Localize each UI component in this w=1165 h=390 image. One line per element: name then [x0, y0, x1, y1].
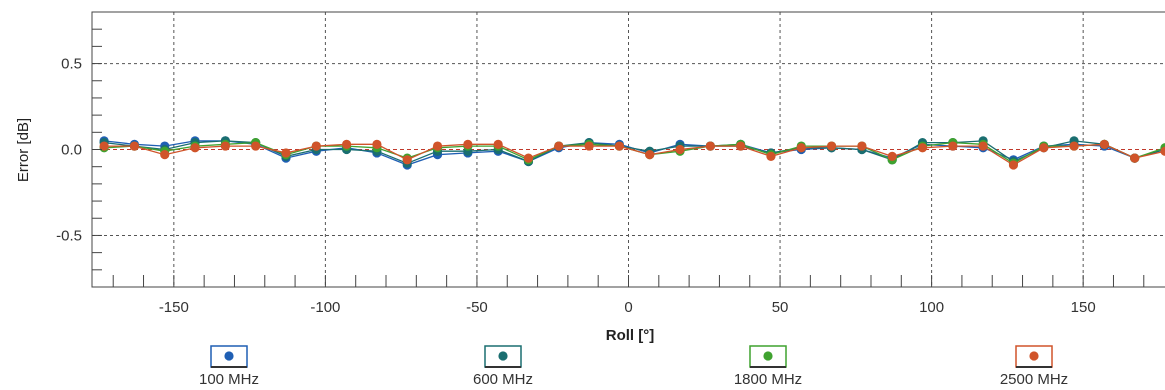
data-point	[978, 141, 988, 151]
data-point	[917, 143, 928, 153]
data-point	[796, 143, 806, 153]
x-tick-label: 50	[772, 299, 789, 316]
y-tick-labels: 0.5 0.0 -0.5	[56, 56, 82, 245]
x-tick-label: 100	[919, 299, 944, 316]
data-point	[554, 141, 564, 151]
legend-item: 600 MHz	[473, 345, 533, 388]
data-point	[826, 141, 837, 151]
legend-item: 1800 MHz	[734, 345, 802, 388]
legend-marker	[1029, 351, 1039, 361]
data-point	[251, 141, 261, 151]
data-point	[342, 139, 352, 149]
legend-item: 2500 MHz	[1000, 345, 1068, 388]
x-axis-title: Roll [°]	[606, 327, 655, 344]
x-tick-label: -100	[310, 299, 340, 316]
data-point	[160, 150, 170, 160]
data-point	[220, 141, 230, 151]
data-point	[402, 155, 412, 165]
data-point	[645, 150, 655, 160]
series-line	[104, 140, 1165, 166]
data-point	[129, 141, 140, 151]
x-tick-label: 150	[1071, 299, 1096, 316]
data-point	[99, 141, 109, 151]
series-1800-mhz	[99, 138, 1165, 168]
legend-marker	[224, 351, 234, 361]
legend-item: 100 MHz	[199, 345, 259, 388]
legend-marker	[763, 351, 773, 361]
y-tick-label: 0.0	[61, 142, 82, 159]
x-tick-label: -50	[466, 299, 488, 316]
x-tick-label: -150	[159, 299, 189, 316]
legend-label: 600 MHz	[473, 371, 533, 388]
y-axis-title: Error [dB]	[15, 118, 32, 182]
data-point	[1069, 141, 1079, 151]
data-point	[1160, 146, 1165, 156]
data-point	[766, 151, 776, 161]
data-point	[372, 139, 382, 149]
x-tick-label: 0	[624, 299, 632, 316]
data-point	[705, 141, 715, 151]
data-point	[584, 141, 594, 151]
legend-label: 1800 MHz	[734, 371, 802, 388]
data-point	[948, 141, 958, 151]
data-point	[432, 141, 443, 151]
data-point	[857, 141, 867, 151]
series-layer	[99, 136, 1165, 170]
data-point	[1039, 143, 1049, 153]
legend-label: 100 MHz	[199, 371, 259, 388]
y-tick-label: -0.5	[56, 227, 82, 244]
data-point	[887, 151, 897, 161]
data-point	[1099, 139, 1109, 149]
data-point	[311, 141, 321, 151]
data-point	[614, 141, 625, 151]
legend: 100 MHz 600 MHz 1800 MHz 2500 MHz	[199, 345, 1068, 388]
x-tick-labels: -150 -100 -50 0 50 100 150	[159, 299, 1096, 316]
data-point	[1008, 160, 1019, 170]
data-point	[523, 153, 534, 163]
series-line	[104, 143, 1165, 166]
data-point	[493, 139, 503, 149]
data-point	[190, 143, 200, 153]
data-point	[281, 148, 291, 158]
data-point	[675, 144, 685, 155]
legend-label: 2500 MHz	[1000, 371, 1068, 388]
series-line	[104, 140, 1165, 164]
data-point	[736, 141, 746, 151]
series-2500-mhz	[99, 139, 1165, 170]
data-point	[1130, 153, 1140, 163]
y-tick-label: 0.5	[61, 56, 82, 73]
legend-marker	[498, 351, 508, 361]
grid	[92, 12, 1165, 287]
minor-ticks	[92, 28, 1145, 287]
data-point	[463, 139, 473, 149]
